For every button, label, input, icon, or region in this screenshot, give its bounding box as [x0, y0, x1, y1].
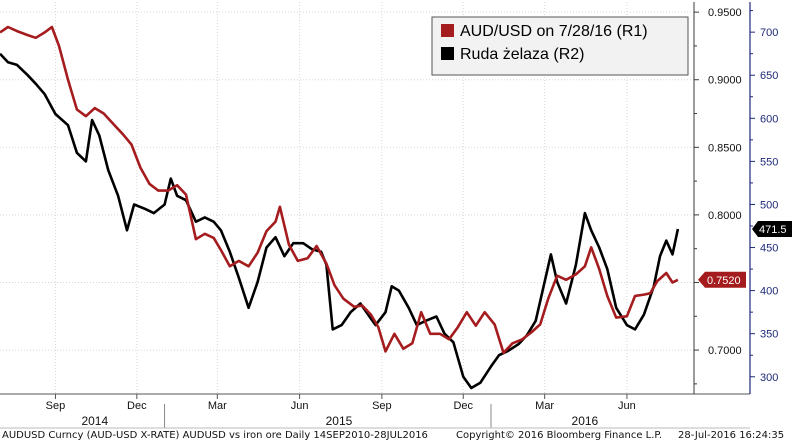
r1-tick-label: 0.9000 — [708, 75, 742, 87]
r2-tick-label: 300 — [760, 372, 778, 384]
r2-tick-label: 350 — [760, 329, 778, 341]
x-tick-label: Mar — [208, 400, 227, 412]
r2-axis: 300 350 400 450 500 550 600 650 700 471.5 — [749, 2, 792, 394]
r2-tick-label: 500 — [760, 199, 778, 211]
r2-tick-label: 600 — [760, 113, 778, 125]
legend-swatch-audusd — [441, 24, 454, 37]
legend: AUD/USD on 7/28/16 (R1) Ruda żelaza (R2) — [431, 16, 689, 76]
x-tick-label: Mar — [535, 400, 554, 412]
last-value-tag-bg — [698, 271, 746, 288]
last-value-tag-audusd: 0.7520 — [698, 271, 746, 288]
r2-tick-label: 550 — [760, 156, 778, 168]
year-label: 2015 — [326, 414, 353, 428]
series-line-iron-ore — [0, 52, 680, 390]
x-tick-label: Dec — [453, 400, 473, 412]
legend-swatch-iron-ore — [441, 47, 454, 60]
footer-timestamp: 28-Jul-2016 16:24:35 — [678, 430, 785, 441]
r1-axis: 0.70000.75000.80000.85000.90000.95000.75… — [693, 2, 746, 394]
last-value-audusd: 0.7520 — [707, 275, 741, 287]
series-line-audusd — [0, 25, 679, 355]
r1-tick-label: 0.9500 — [708, 7, 742, 19]
chart: Sep Dec Mar Jun Sep Dec Mar Jun 2014 2015 2016 0.7… — [0, 2, 792, 429]
series-layer — [0, 25, 680, 390]
r1-tick-label: 0.8000 — [708, 210, 742, 222]
legend-label-iron-ore: Ruda żelaza (R2) — [460, 46, 585, 63]
r2-tick-label: 450 — [760, 243, 778, 255]
x-axis: Sep Dec Mar Jun Sep Dec Mar Jun 2014 2015 2016 — [0, 393, 750, 429]
year-label: 2014 — [81, 414, 108, 428]
footer: AUDUSD Curncy (AUD-USD X-RATE) AUDUSD vs… — [0, 430, 794, 444]
x-tick-label: Jun — [618, 400, 636, 412]
r1-tick-label: 0.8500 — [708, 142, 742, 154]
last-value-tag-bg — [752, 221, 792, 238]
legend-label-audusd: AUD/USD on 7/28/16 (R1) — [460, 23, 648, 40]
r2-tick-label: 700 — [760, 27, 778, 39]
year-label: 2016 — [572, 414, 599, 428]
footer-copyright: Copyright© 2016 Bloomberg Finance L.P. — [456, 430, 663, 441]
grid-lines — [0, 2, 694, 394]
legend-box — [431, 16, 689, 76]
x-tick-label: Jun — [291, 400, 309, 412]
r1-tick-label: 0.7000 — [708, 345, 742, 357]
x-tick-label: Sep — [46, 400, 66, 412]
last-value-iron-ore: 471.5 — [759, 224, 787, 236]
last-value-tag-iron-ore: 471.5 — [752, 221, 792, 238]
r2-tick-label: 650 — [760, 70, 778, 82]
x-tick-label: Dec — [127, 400, 147, 412]
x-tick-label: Sep — [372, 400, 392, 412]
r2-tick-label: 400 — [760, 286, 778, 298]
footer-description: AUDUSD Curncy (AUD-USD X-RATE) AUDUSD vs… — [2, 430, 428, 441]
